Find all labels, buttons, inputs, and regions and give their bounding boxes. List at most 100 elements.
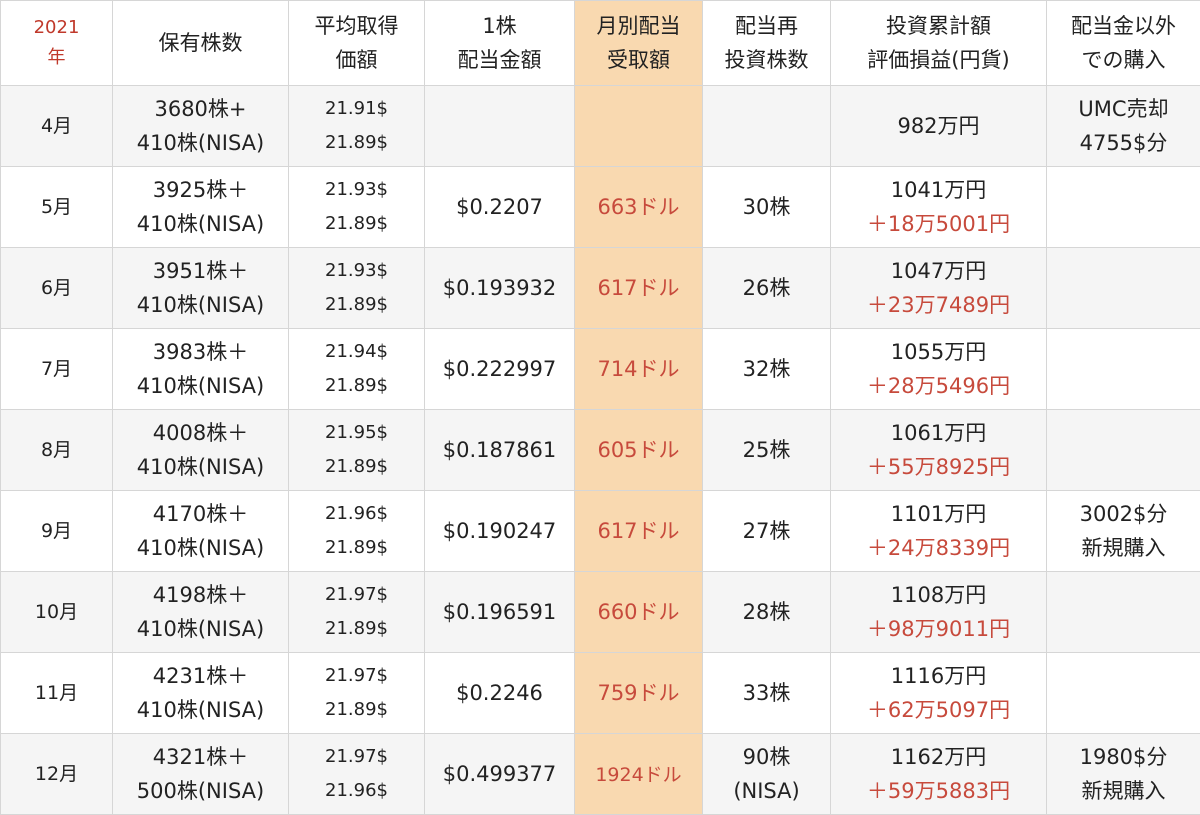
total-investment-cell: 1055万円 ＋28万5496円 <box>831 329 1047 410</box>
month-cell: 8月 <box>1 410 113 491</box>
gain-text: ＋24万8339円 <box>831 531 1046 565</box>
other-purchase-cell <box>1047 248 1200 329</box>
per-share-dividend-cell: $0.499377 <box>425 734 575 815</box>
year-suffix: 年 <box>1 43 112 73</box>
per-share-text: $0.187861 <box>443 438 557 462</box>
per-share-text: $0.196591 <box>443 600 557 624</box>
avg-cost-cell: 21.97$ 21.89$ <box>289 653 425 734</box>
reinvest-cell: 33株 <box>703 653 831 734</box>
holdings2-text: 500株(NISA) <box>113 774 288 808</box>
avg2-text: 21.96$ <box>289 774 424 808</box>
reinvest-text: 33株 <box>703 676 830 710</box>
holdings2-text: 410株(NISA) <box>113 288 288 322</box>
reinvest-text: 27株 <box>703 514 830 548</box>
monthly-dividend-cell: 663ドル <box>575 167 703 248</box>
per-share-dividend-cell: $0.222997 <box>425 329 575 410</box>
gain-text: ＋59万5883円 <box>831 774 1046 808</box>
holdings1-text: 4198株＋ <box>113 578 288 612</box>
total-text: 1162万円 <box>831 740 1046 774</box>
per-share-dividend-cell: $0.190247 <box>425 491 575 572</box>
month-text: 10月 <box>35 601 78 623</box>
avg-cost-cell: 21.93$ 21.89$ <box>289 167 425 248</box>
total-text: 1061万円 <box>831 416 1046 450</box>
monthly-text: 617ドル <box>597 276 679 300</box>
month-text: 8月 <box>41 439 72 461</box>
reinvest-cell: 30株 <box>703 167 831 248</box>
other1-text: UMC売却 <box>1047 92 1200 126</box>
per-share-text: $0.2246 <box>456 681 543 705</box>
total-investment-cell: 982万円 <box>831 86 1047 167</box>
month-cell: 6月 <box>1 248 113 329</box>
other2-text: 新規購入 <box>1047 531 1200 565</box>
other-purchase-cell <box>1047 572 1200 653</box>
month-cell: 9月 <box>1 491 113 572</box>
total-text: 1047万円 <box>831 254 1046 288</box>
holdings-cell: 3680株+ 410株(NISA) <box>113 86 289 167</box>
holdings-cell: 4198株＋ 410株(NISA) <box>113 572 289 653</box>
month-cell: 10月 <box>1 572 113 653</box>
holdings1-text: 4231株＋ <box>113 659 288 693</box>
total-investment-cell: 1116万円 ＋62万5097円 <box>831 653 1047 734</box>
avg-cost-cell: 21.93$ 21.89$ <box>289 248 425 329</box>
table-body: 4月 3680株+ 410株(NISA) 21.91$ 21.89$ 982万円… <box>1 86 1200 815</box>
total-investment-cell: 1162万円 ＋59万5883円 <box>831 734 1047 815</box>
total-investment-header: 投資累計額 評価損益(円貨) <box>831 1 1047 86</box>
per-share-dividend-header: 1株 配当金額 <box>425 1 575 86</box>
avg2-text: 21.89$ <box>289 693 424 727</box>
monthly-dividend-cell: 660ドル <box>575 572 703 653</box>
holdings-cell: 4231株＋ 410株(NISA) <box>113 653 289 734</box>
holdings2-text: 410株(NISA) <box>113 369 288 403</box>
per-share-dividend-cell: $0.2207 <box>425 167 575 248</box>
avg-cost-cell: 21.97$ 21.96$ <box>289 734 425 815</box>
per-share-dividend-cell: $0.2246 <box>425 653 575 734</box>
avg2-text: 21.89$ <box>289 531 424 565</box>
avg2-text: 21.89$ <box>289 288 424 322</box>
monthly-dividend-cell: 605ドル <box>575 410 703 491</box>
avg1-text: 21.95$ <box>289 416 424 450</box>
avg1-text: 21.97$ <box>289 659 424 693</box>
monthly-dividend-cell: 714ドル <box>575 329 703 410</box>
other-purchase-cell: 1980$分 新規購入 <box>1047 734 1200 815</box>
holdings-cell: 4321株＋ 500株(NISA) <box>113 734 289 815</box>
total-investment-cell: 1061万円 ＋55万8925円 <box>831 410 1047 491</box>
table-row-11月: 11月 4231株＋ 410株(NISA) 21.97$ 21.89$ $0.2… <box>1 653 1200 734</box>
per-share-dividend-cell <box>425 86 575 167</box>
reinvest-cell: 90株 (NISA) <box>703 734 831 815</box>
reinvest-text: 90株 <box>703 740 830 774</box>
reinvest2-text: (NISA) <box>703 774 830 808</box>
avg-cost-cell: 21.91$ 21.89$ <box>289 86 425 167</box>
other-purchase-cell <box>1047 410 1200 491</box>
reinvest-header: 配当再 投資株数 <box>703 1 831 86</box>
total-investment-cell: 1047万円 ＋23万7489円 <box>831 248 1047 329</box>
holdings2-text: 410株(NISA) <box>113 126 288 160</box>
total-investment-cell: 1041万円 ＋18万5001円 <box>831 167 1047 248</box>
monthly-text: 714ドル <box>597 357 679 381</box>
per-share-text: $0.2207 <box>456 195 543 219</box>
per-share-dividend-cell: $0.193932 <box>425 248 575 329</box>
per-share-text: $0.499377 <box>443 762 557 786</box>
header-row: 2021 年 保有株数 平均取得 価額 1株 配当金額 月別配当 受取額 配当再… <box>1 1 1200 86</box>
gain-text: ＋18万5001円 <box>831 207 1046 241</box>
avg2-text: 21.89$ <box>289 450 424 484</box>
avg1-text: 21.93$ <box>289 254 424 288</box>
gain-text: ＋55万8925円 <box>831 450 1046 484</box>
gain-text: ＋23万7489円 <box>831 288 1046 322</box>
other-purchase-cell <box>1047 167 1200 248</box>
holdings2-text: 410株(NISA) <box>113 531 288 565</box>
holdings-header: 保有株数 <box>113 1 289 86</box>
reinvest-cell: 25株 <box>703 410 831 491</box>
year-number: 2021 <box>1 13 112 43</box>
avg2-text: 21.89$ <box>289 207 424 241</box>
other-purchase-cell: UMC売却 4755$分 <box>1047 86 1200 167</box>
gain-text: ＋62万5097円 <box>831 693 1046 727</box>
table-row-8月: 8月 4008株＋ 410株(NISA) 21.95$ 21.89$ $0.18… <box>1 410 1200 491</box>
monthly-text: 617ドル <box>597 519 679 543</box>
monthly-text: 759ドル <box>597 681 679 705</box>
gain-text: ＋28万5496円 <box>831 369 1046 403</box>
total-text: 1116万円 <box>831 659 1046 693</box>
avg1-text: 21.91$ <box>289 92 424 126</box>
reinvest-text: 25株 <box>703 433 830 467</box>
holdings2-text: 410株(NISA) <box>113 207 288 241</box>
total-text: 1041万円 <box>831 173 1046 207</box>
